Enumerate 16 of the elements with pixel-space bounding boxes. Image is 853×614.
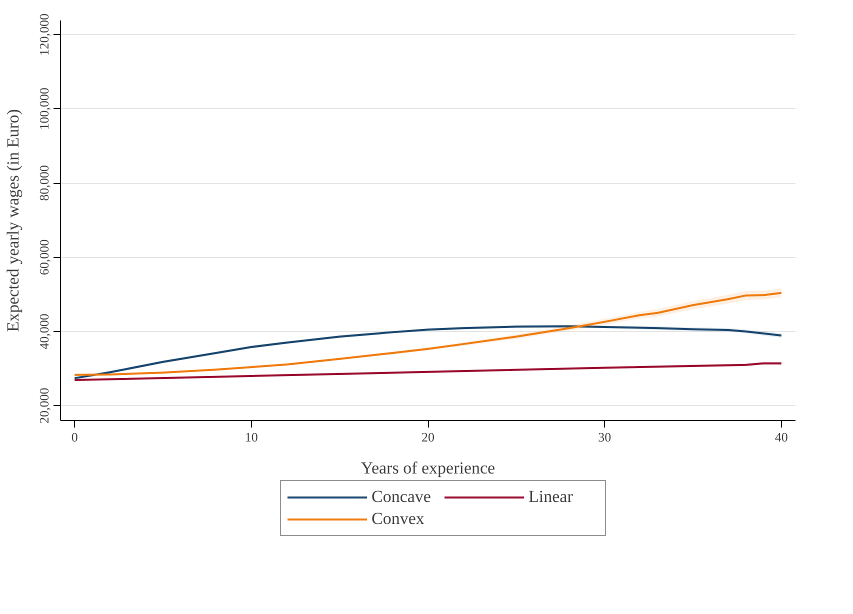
y-tick-label: 80,000 xyxy=(36,165,52,201)
y-tick-label: 60,000 xyxy=(36,239,52,276)
y-tick-label: 40,000 xyxy=(36,314,52,350)
y-axis-title: Expected yearly wages (in Euro) xyxy=(4,109,22,332)
x-tick-label: 30 xyxy=(598,430,612,444)
legend-label: Convex xyxy=(372,509,426,529)
y-tick-label: 20,000 xyxy=(36,388,52,424)
x-tick-label: 10 xyxy=(244,430,258,444)
x-tick-label: 0 xyxy=(71,430,78,444)
x-tick-label: 20 xyxy=(422,430,434,444)
y-tick-label: 120,000 xyxy=(36,13,52,56)
x-axis-title: Years of experience xyxy=(360,458,496,478)
y-tick-label: 100,000 xyxy=(36,88,52,130)
x-tick-label: 40 xyxy=(774,430,788,444)
legend-label: Linear xyxy=(528,487,574,507)
legend-label: Concave xyxy=(372,487,432,507)
